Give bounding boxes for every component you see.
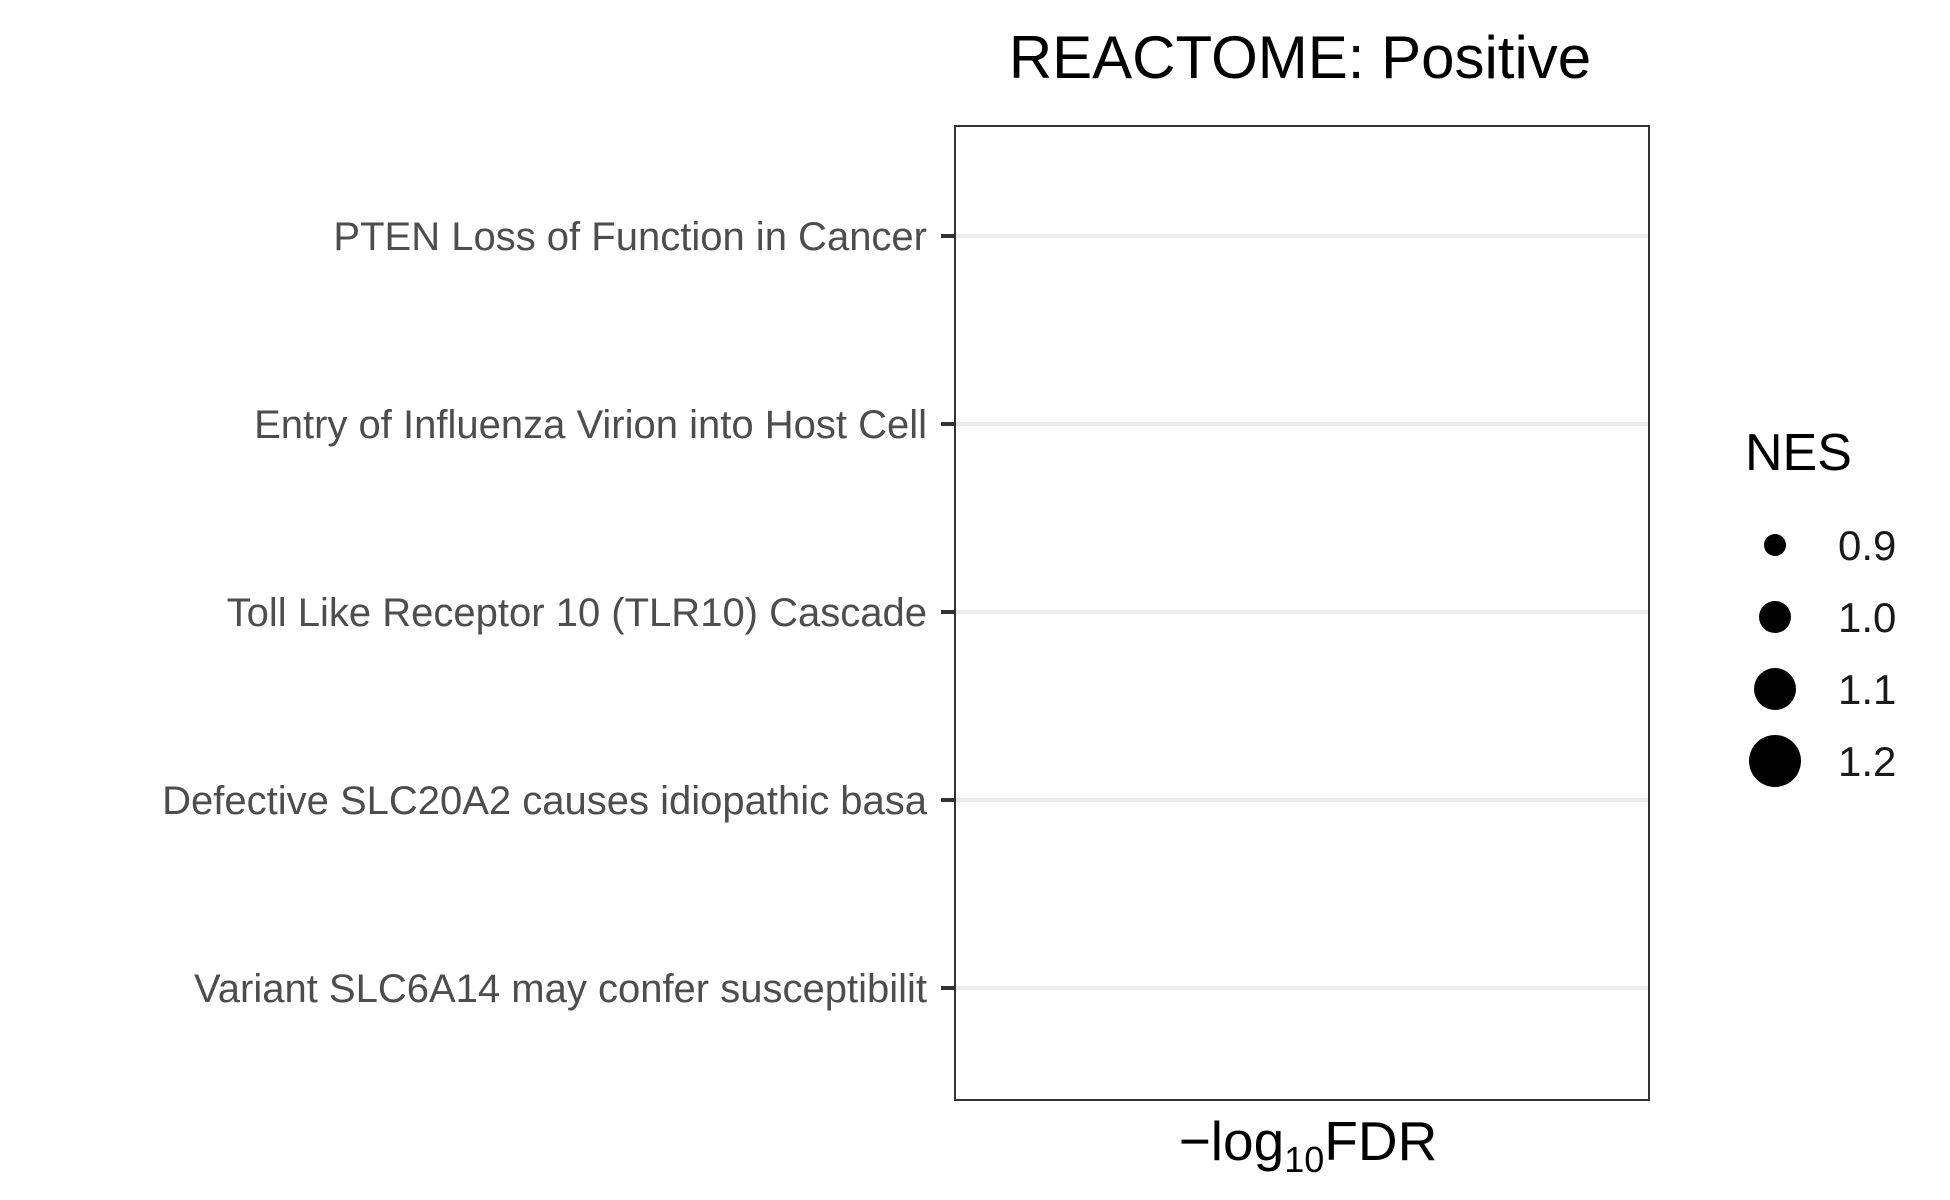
- legend-key-1: [1759, 601, 1791, 633]
- x-axis-label-prefix: −log: [1179, 1110, 1285, 1172]
- gridlines: [955, 234, 1649, 990]
- legend-key-0: [1764, 534, 1786, 556]
- x-axis-label-subscript: 10: [1284, 1139, 1324, 1180]
- category-label-3: Defective SLC20A2 causes idiopathic basa: [162, 779, 928, 823]
- category-label-1: Entry of Influenza Virion into Host Cell: [254, 403, 927, 447]
- category-label-0: PTEN Loss of Function in Cancer: [333, 215, 927, 259]
- legend-label-0: 0.9: [1838, 522, 1896, 569]
- legend-label-3: 1.2: [1838, 738, 1896, 785]
- legend: NES 0.9 1.0 1.1 1.2: [1745, 424, 1896, 787]
- legend-label-1: 1.0: [1838, 594, 1896, 641]
- chart-title: REACTOME: Positive: [1009, 24, 1591, 91]
- legend-key-3: [1749, 735, 1801, 787]
- x-axis-label: −log10FDR: [1179, 1110, 1438, 1180]
- legend-label-2: 1.1: [1838, 666, 1896, 713]
- x-axis-label-suffix: FDR: [1324, 1110, 1437, 1172]
- y-axis: PTEN Loss of Function in Cancer Entry of …: [162, 215, 955, 1011]
- category-label-2: Toll Like Receptor 10 (TLR10) Cascade: [227, 591, 927, 635]
- category-label-4: Variant SLC6A14 may confer susceptibilit: [194, 967, 927, 1011]
- legend-title: NES: [1745, 424, 1852, 482]
- legend-key-2: [1754, 668, 1796, 710]
